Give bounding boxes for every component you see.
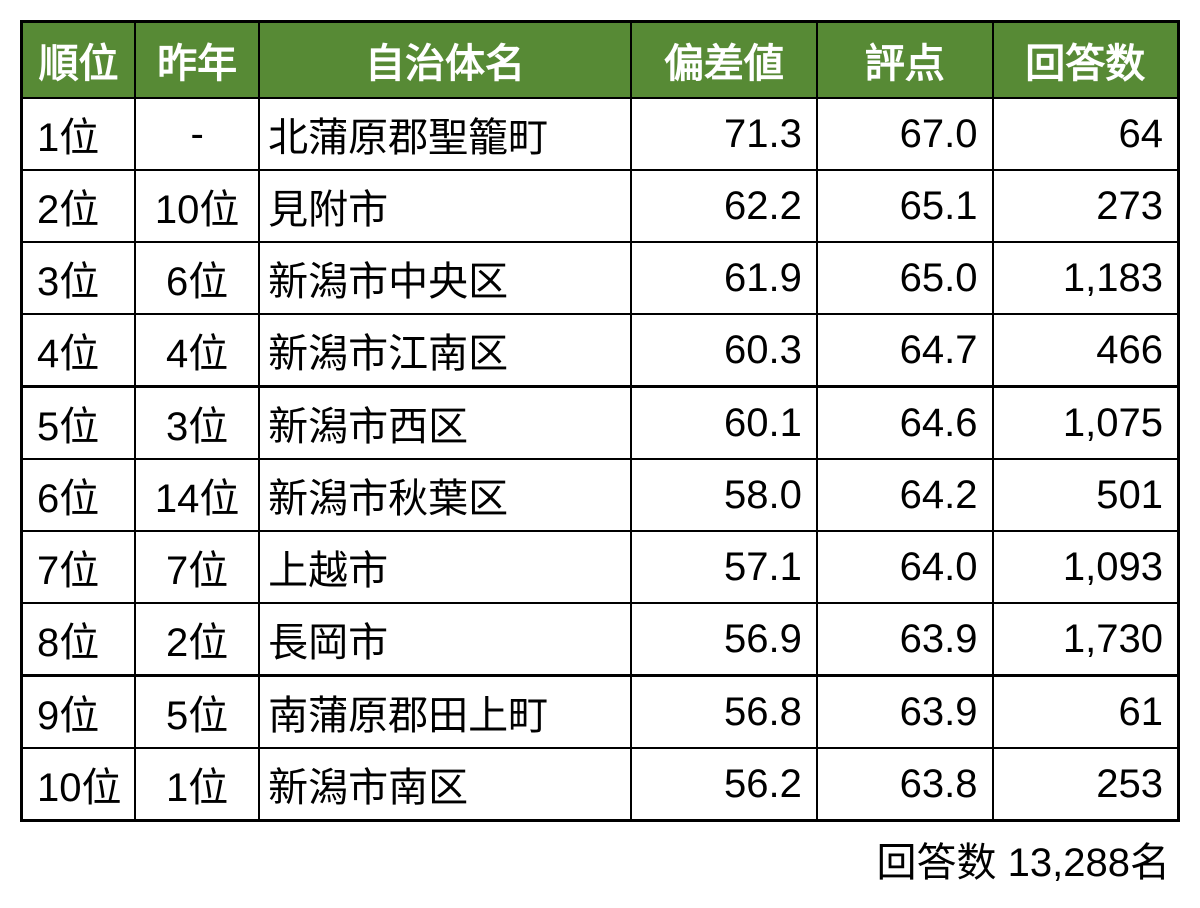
table-body: 1位-北蒲原郡聖籠町71.367.0642位10位見附市62.265.12733… — [22, 98, 1179, 821]
table-row: 3位6位新潟市中央区61.965.01,183 — [22, 242, 1179, 314]
cell-rank: 10位 — [22, 748, 136, 821]
cell-responses: 253 — [993, 748, 1179, 821]
cell-rank: 3位 — [22, 242, 136, 314]
cell-last-year: 5位 — [135, 676, 259, 749]
cell-responses: 61 — [993, 676, 1179, 749]
cell-deviation: 56.2 — [631, 748, 817, 821]
cell-score: 63.9 — [817, 603, 993, 676]
cell-name: 新潟市南区 — [259, 748, 631, 821]
cell-name: 新潟市秋葉区 — [259, 459, 631, 531]
header-score: 評点 — [817, 22, 993, 99]
cell-responses: 1,730 — [993, 603, 1179, 676]
table-row: 2位10位見附市62.265.1273 — [22, 170, 1179, 242]
header-name: 自治体名 — [259, 22, 631, 99]
cell-rank: 7位 — [22, 531, 136, 603]
cell-rank: 2位 — [22, 170, 136, 242]
cell-score: 65.1 — [817, 170, 993, 242]
header-deviation: 偏差値 — [631, 22, 817, 99]
cell-last-year: 3位 — [135, 387, 259, 460]
table-row: 5位3位新潟市西区60.164.61,075 — [22, 387, 1179, 460]
table-row: 9位5位南蒲原郡田上町56.863.961 — [22, 676, 1179, 749]
cell-rank: 9位 — [22, 676, 136, 749]
cell-last-year: 14位 — [135, 459, 259, 531]
cell-name: 新潟市中央区 — [259, 242, 631, 314]
cell-name: 長岡市 — [259, 603, 631, 676]
header-last-year: 昨年 — [135, 22, 259, 99]
ranking-table-container: 順位 昨年 自治体名 偏差値 評点 回答数 1位-北蒲原郡聖籠町71.367.0… — [20, 20, 1180, 888]
table-row: 6位14位新潟市秋葉区58.064.2501 — [22, 459, 1179, 531]
cell-rank: 1位 — [22, 98, 136, 170]
cell-last-year: 6位 — [135, 242, 259, 314]
table-row: 1位-北蒲原郡聖籠町71.367.064 — [22, 98, 1179, 170]
cell-name: 北蒲原郡聖籠町 — [259, 98, 631, 170]
footer-total: 回答数 13,288名 — [20, 822, 1180, 888]
table-row: 8位2位長岡市56.963.91,730 — [22, 603, 1179, 676]
cell-deviation: 60.1 — [631, 387, 817, 460]
cell-last-year: 7位 — [135, 531, 259, 603]
table-row: 7位7位上越市57.164.01,093 — [22, 531, 1179, 603]
cell-deviation: 60.3 — [631, 314, 817, 387]
cell-responses: 273 — [993, 170, 1179, 242]
header-responses: 回答数 — [993, 22, 1179, 99]
cell-deviation: 62.2 — [631, 170, 817, 242]
cell-deviation: 57.1 — [631, 531, 817, 603]
cell-score: 64.7 — [817, 314, 993, 387]
cell-responses: 1,093 — [993, 531, 1179, 603]
cell-last-year: 4位 — [135, 314, 259, 387]
cell-responses: 1,075 — [993, 387, 1179, 460]
cell-name: 上越市 — [259, 531, 631, 603]
cell-deviation: 71.3 — [631, 98, 817, 170]
cell-responses: 501 — [993, 459, 1179, 531]
cell-score: 63.8 — [817, 748, 993, 821]
cell-name: 新潟市西区 — [259, 387, 631, 460]
cell-deviation: 58.0 — [631, 459, 817, 531]
cell-name: 南蒲原郡田上町 — [259, 676, 631, 749]
cell-last-year: 10位 — [135, 170, 259, 242]
cell-score: 64.0 — [817, 531, 993, 603]
cell-name: 新潟市江南区 — [259, 314, 631, 387]
cell-last-year: - — [135, 98, 259, 170]
cell-deviation: 56.8 — [631, 676, 817, 749]
cell-last-year: 1位 — [135, 748, 259, 821]
cell-score: 63.9 — [817, 676, 993, 749]
ranking-table: 順位 昨年 自治体名 偏差値 評点 回答数 1位-北蒲原郡聖籠町71.367.0… — [20, 20, 1180, 822]
cell-score: 67.0 — [817, 98, 993, 170]
cell-score: 64.6 — [817, 387, 993, 460]
cell-score: 64.2 — [817, 459, 993, 531]
cell-rank: 8位 — [22, 603, 136, 676]
cell-responses: 1,183 — [993, 242, 1179, 314]
cell-rank: 4位 — [22, 314, 136, 387]
header-rank: 順位 — [22, 22, 136, 99]
cell-rank: 6位 — [22, 459, 136, 531]
table-row: 4位4位新潟市江南区60.364.7466 — [22, 314, 1179, 387]
cell-name: 見附市 — [259, 170, 631, 242]
cell-score: 65.0 — [817, 242, 993, 314]
cell-responses: 64 — [993, 98, 1179, 170]
cell-deviation: 56.9 — [631, 603, 817, 676]
table-header-row: 順位 昨年 自治体名 偏差値 評点 回答数 — [22, 22, 1179, 99]
cell-responses: 466 — [993, 314, 1179, 387]
cell-rank: 5位 — [22, 387, 136, 460]
cell-last-year: 2位 — [135, 603, 259, 676]
table-row: 10位1位新潟市南区56.263.8253 — [22, 748, 1179, 821]
cell-deviation: 61.9 — [631, 242, 817, 314]
